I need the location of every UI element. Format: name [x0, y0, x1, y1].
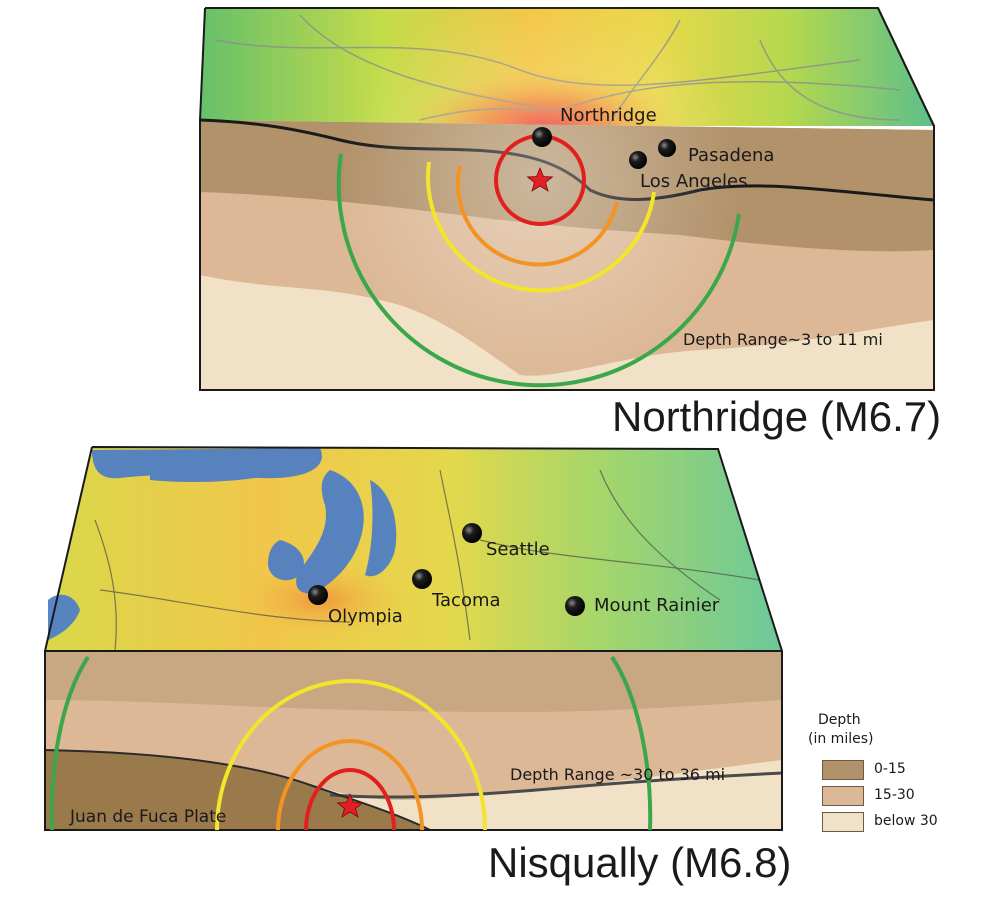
northridge-glow: [340, 0, 740, 380]
northridge-caption: Northridge (M6.7): [612, 393, 942, 440]
tacoma-city-marker: [412, 569, 432, 589]
legend-label-below-30: below 30: [874, 813, 938, 829]
northridge-epicenter-star: [526, 166, 554, 192]
nisqually-caption: Nisqually (M6.8): [488, 839, 792, 886]
nisqually-roads: [94, 469, 761, 651]
olympia-city-label: Olympia: [328, 606, 403, 627]
nisqually-block: Seattle Tacoma Olympia Mount Rainier Dep…: [44, 446, 783, 831]
tacoma-city-label: Tacoma: [431, 590, 501, 611]
northridge-city-marker: [532, 127, 552, 147]
northridge-ring-outer: [336, 153, 741, 388]
los-angeles-city-marker: [629, 151, 647, 169]
mount-rainier-city-marker: [565, 596, 585, 616]
nisqually-map-surface: [45, 447, 782, 651]
seattle-city-label: Seattle: [486, 539, 550, 560]
northridge-block-edge: [877, 7, 935, 127]
juan-de-fuca-plate-label: Juan de Fuca Plate: [69, 807, 226, 827]
nisqually-layer-0-15: [45, 651, 782, 712]
mount-rainier-city-label: Mount Rainier: [594, 595, 720, 616]
legend-swatch-15-30: [822, 786, 864, 806]
nisqually-ring-yellow: [215, 678, 487, 831]
nisqually-depth-range: Depth Range ~30 to 36 mi: [510, 765, 725, 784]
northridge-block: Northridge Pasadena Los Angeles Depth Ra…: [199, 0, 935, 391]
nisqually-water: [48, 448, 397, 640]
pasadena-city-label: Pasadena: [688, 145, 774, 166]
seattle-city-marker: [462, 523, 482, 543]
legend-subtitle: (in miles): [808, 731, 874, 747]
legend-swatch-below-30: [822, 812, 864, 832]
nisqually-ring-outer-right: [610, 655, 653, 831]
los-angeles-city-label: Los Angeles: [640, 171, 748, 192]
nisqually-ring-orange: [276, 739, 424, 831]
nisqually-epicenter-star: [336, 792, 364, 818]
northridge-ring-orange: [456, 165, 619, 267]
legend-label-0-15: 0-15: [874, 761, 906, 777]
legend-title: Depth: [818, 712, 861, 728]
legend-swatch-0-15: [822, 760, 864, 780]
nisqually-fault-line: [329, 771, 783, 799]
nisqually-ring-red: [304, 768, 396, 831]
legend-label-15-30: 15-30: [874, 787, 915, 803]
olympia-city-marker: [308, 585, 328, 605]
northridge-depth-range: Depth Range~3 to 11 mi: [683, 330, 883, 349]
northridge-ring-yellow: [426, 161, 656, 293]
nisqually-ring-outer-left: [49, 655, 90, 831]
juan-de-fuca-plate: [45, 750, 430, 830]
pasadena-city-marker: [658, 139, 676, 157]
northridge-city-label: Northridge: [560, 105, 657, 126]
